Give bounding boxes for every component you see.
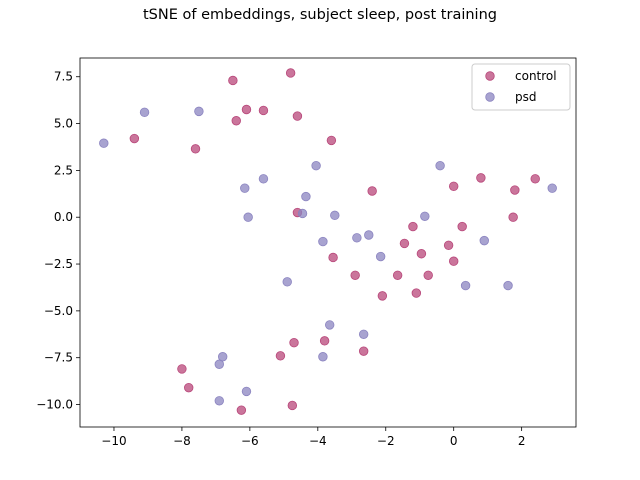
data-point-control — [531, 175, 540, 184]
x-tick-label: 0 — [450, 434, 458, 448]
data-point-psd — [298, 209, 307, 218]
data-point-psd — [195, 107, 204, 116]
x-tick-label: −2 — [377, 434, 395, 448]
y-tick-label: −10.0 — [36, 398, 73, 412]
data-point-psd — [240, 184, 249, 193]
y-tick-label: −7.5 — [44, 351, 73, 365]
y-tick-label: 0.0 — [54, 210, 73, 224]
legend-label-control: control — [515, 69, 557, 83]
data-point-psd — [364, 231, 373, 240]
data-point-control — [511, 186, 520, 195]
y-tick-label: −5.0 — [44, 304, 73, 318]
data-point-psd — [140, 108, 149, 117]
data-point-psd — [319, 352, 328, 361]
x-tick-label: −6 — [241, 434, 259, 448]
data-point-control — [378, 292, 387, 301]
data-point-control — [449, 182, 458, 191]
data-point-control — [237, 406, 246, 415]
data-point-control — [412, 289, 421, 298]
legend-marker-psd — [486, 93, 495, 102]
data-point-psd — [259, 175, 268, 184]
data-point-control — [458, 222, 467, 231]
plot-area-frame — [80, 58, 576, 427]
data-point-psd — [325, 321, 334, 330]
data-point-psd — [242, 387, 251, 396]
data-point-control — [286, 69, 295, 78]
x-tick-label: −4 — [309, 434, 327, 448]
legend-label-psd: psd — [515, 90, 537, 104]
data-point-psd — [376, 252, 385, 261]
data-point-psd — [283, 278, 292, 287]
x-tick-label: 2 — [518, 434, 526, 448]
data-point-control — [351, 271, 360, 280]
data-point-control — [409, 222, 418, 231]
y-tick-label: −2.5 — [44, 257, 73, 271]
data-point-control — [320, 337, 329, 346]
data-point-control — [449, 257, 458, 266]
data-point-control — [293, 112, 302, 121]
data-point-control — [359, 347, 368, 356]
data-point-control — [242, 105, 251, 114]
data-point-psd — [359, 330, 368, 339]
data-point-control — [184, 383, 193, 392]
data-point-psd — [330, 211, 339, 220]
data-point-control — [327, 136, 336, 145]
x-tick-label: −10 — [101, 434, 126, 448]
data-point-control — [276, 352, 285, 361]
data-point-control — [130, 134, 139, 143]
data-point-psd — [312, 161, 321, 170]
data-point-psd — [461, 281, 470, 290]
x-tick-label: −8 — [173, 434, 191, 448]
data-point-psd — [436, 161, 445, 170]
data-point-psd — [421, 212, 430, 221]
data-point-control — [259, 106, 268, 115]
data-point-control — [424, 271, 433, 280]
data-point-control — [232, 116, 241, 125]
data-point-psd — [215, 396, 224, 405]
data-point-psd — [99, 139, 108, 148]
legend-marker-control — [486, 72, 495, 81]
data-point-control — [290, 338, 299, 347]
data-point-psd — [353, 234, 362, 243]
y-tick-label: 7.5 — [54, 70, 73, 84]
data-point-control — [477, 174, 486, 183]
data-point-control — [444, 241, 453, 250]
data-point-psd — [244, 213, 253, 222]
data-point-psd — [548, 184, 557, 193]
data-point-psd — [302, 192, 311, 201]
data-point-control — [393, 271, 402, 280]
data-point-control — [509, 213, 518, 222]
data-point-control — [178, 365, 187, 374]
data-point-psd — [504, 281, 513, 290]
data-point-psd — [215, 360, 224, 369]
y-tick-label: 2.5 — [54, 163, 73, 177]
data-point-control — [329, 253, 338, 262]
data-point-control — [400, 239, 409, 248]
y-tick-label: 5.0 — [54, 117, 73, 131]
data-point-control — [229, 76, 238, 85]
data-point-psd — [480, 236, 489, 245]
data-point-control — [417, 249, 426, 258]
data-point-control — [368, 187, 377, 196]
data-point-control — [191, 145, 200, 154]
data-point-psd — [319, 237, 328, 246]
data-point-control — [288, 401, 297, 410]
